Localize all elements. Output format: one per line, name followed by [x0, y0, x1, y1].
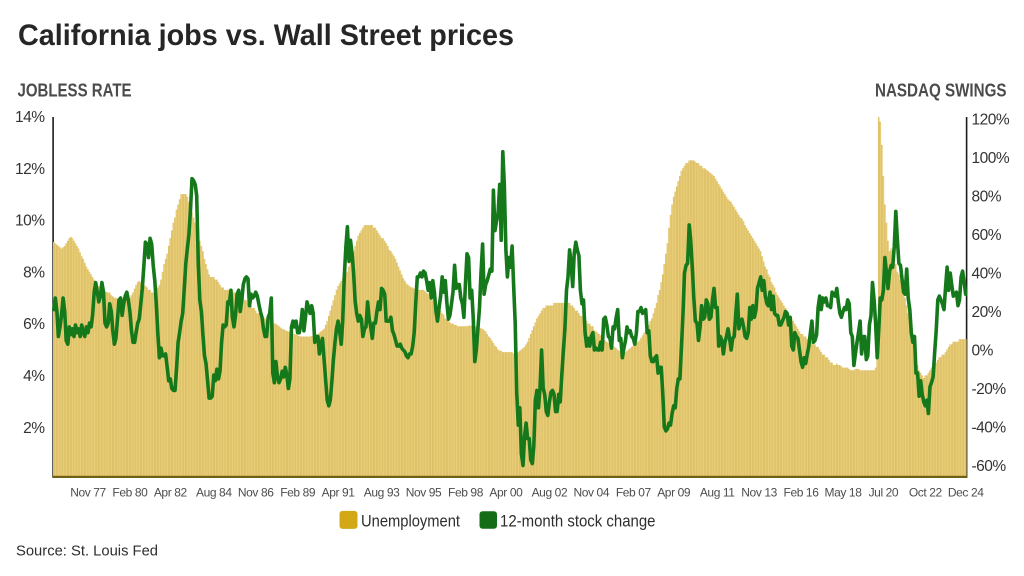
svg-text:Nov 77: Nov 77 [70, 486, 106, 500]
svg-text:Nov 13: Nov 13 [741, 486, 777, 500]
svg-text:-20%: -20% [972, 381, 1007, 398]
svg-text:NASDAQ SWINGS: NASDAQ SWINGS [875, 81, 1007, 101]
svg-text:12-month stock change: 12-month stock change [500, 512, 656, 531]
svg-text:8%: 8% [23, 264, 45, 281]
svg-text:JOBLESS RATE: JOBLESS RATE [18, 81, 132, 101]
svg-text:20%: 20% [972, 304, 1002, 321]
svg-text:-60%: -60% [972, 458, 1007, 475]
svg-text:40%: 40% [972, 266, 1002, 283]
svg-text:Aug 02: Aug 02 [532, 486, 568, 500]
svg-text:Dec 24: Dec 24 [948, 486, 984, 500]
svg-text:Oct 22: Oct 22 [909, 486, 943, 500]
svg-text:Feb 80: Feb 80 [112, 486, 148, 500]
svg-text:May 18: May 18 [825, 486, 863, 500]
svg-text:Aug 11: Aug 11 [700, 486, 735, 500]
svg-text:4%: 4% [23, 368, 45, 385]
svg-text:Nov 86: Nov 86 [238, 486, 274, 500]
svg-text:Aug 93: Aug 93 [364, 486, 400, 500]
svg-text:12%: 12% [15, 161, 45, 178]
svg-text:Feb 16: Feb 16 [784, 486, 820, 500]
svg-text:Jul 20: Jul 20 [869, 486, 899, 500]
svg-text:-40%: -40% [972, 420, 1007, 437]
svg-text:Aug 84: Aug 84 [196, 486, 232, 500]
svg-text:California jobs vs. Wall Stree: California jobs vs. Wall Street prices [18, 19, 514, 52]
svg-text:Nov 95: Nov 95 [406, 486, 442, 500]
svg-text:Feb 07: Feb 07 [616, 486, 652, 500]
svg-text:Feb 89: Feb 89 [280, 486, 316, 500]
svg-text:Apr 09: Apr 09 [657, 486, 691, 500]
svg-text:120%: 120% [972, 112, 1010, 129]
svg-text:Apr 82: Apr 82 [154, 486, 188, 500]
svg-text:Apr 91: Apr 91 [322, 486, 356, 500]
svg-text:Nov 04: Nov 04 [573, 486, 609, 500]
svg-text:100%: 100% [972, 150, 1010, 167]
svg-text:Unemployment: Unemployment [361, 512, 460, 531]
svg-text:6%: 6% [23, 316, 45, 333]
svg-text:Feb 98: Feb 98 [448, 486, 484, 500]
svg-text:14%: 14% [15, 109, 45, 126]
svg-text:Source: St. Louis Fed: Source: St. Louis Fed [16, 543, 158, 560]
svg-text:80%: 80% [972, 189, 1002, 206]
svg-text:60%: 60% [972, 227, 1002, 244]
svg-text:2%: 2% [23, 420, 45, 437]
svg-text:Apr 00: Apr 00 [489, 486, 523, 500]
svg-text:0%: 0% [972, 343, 994, 360]
svg-text:10%: 10% [15, 213, 45, 230]
